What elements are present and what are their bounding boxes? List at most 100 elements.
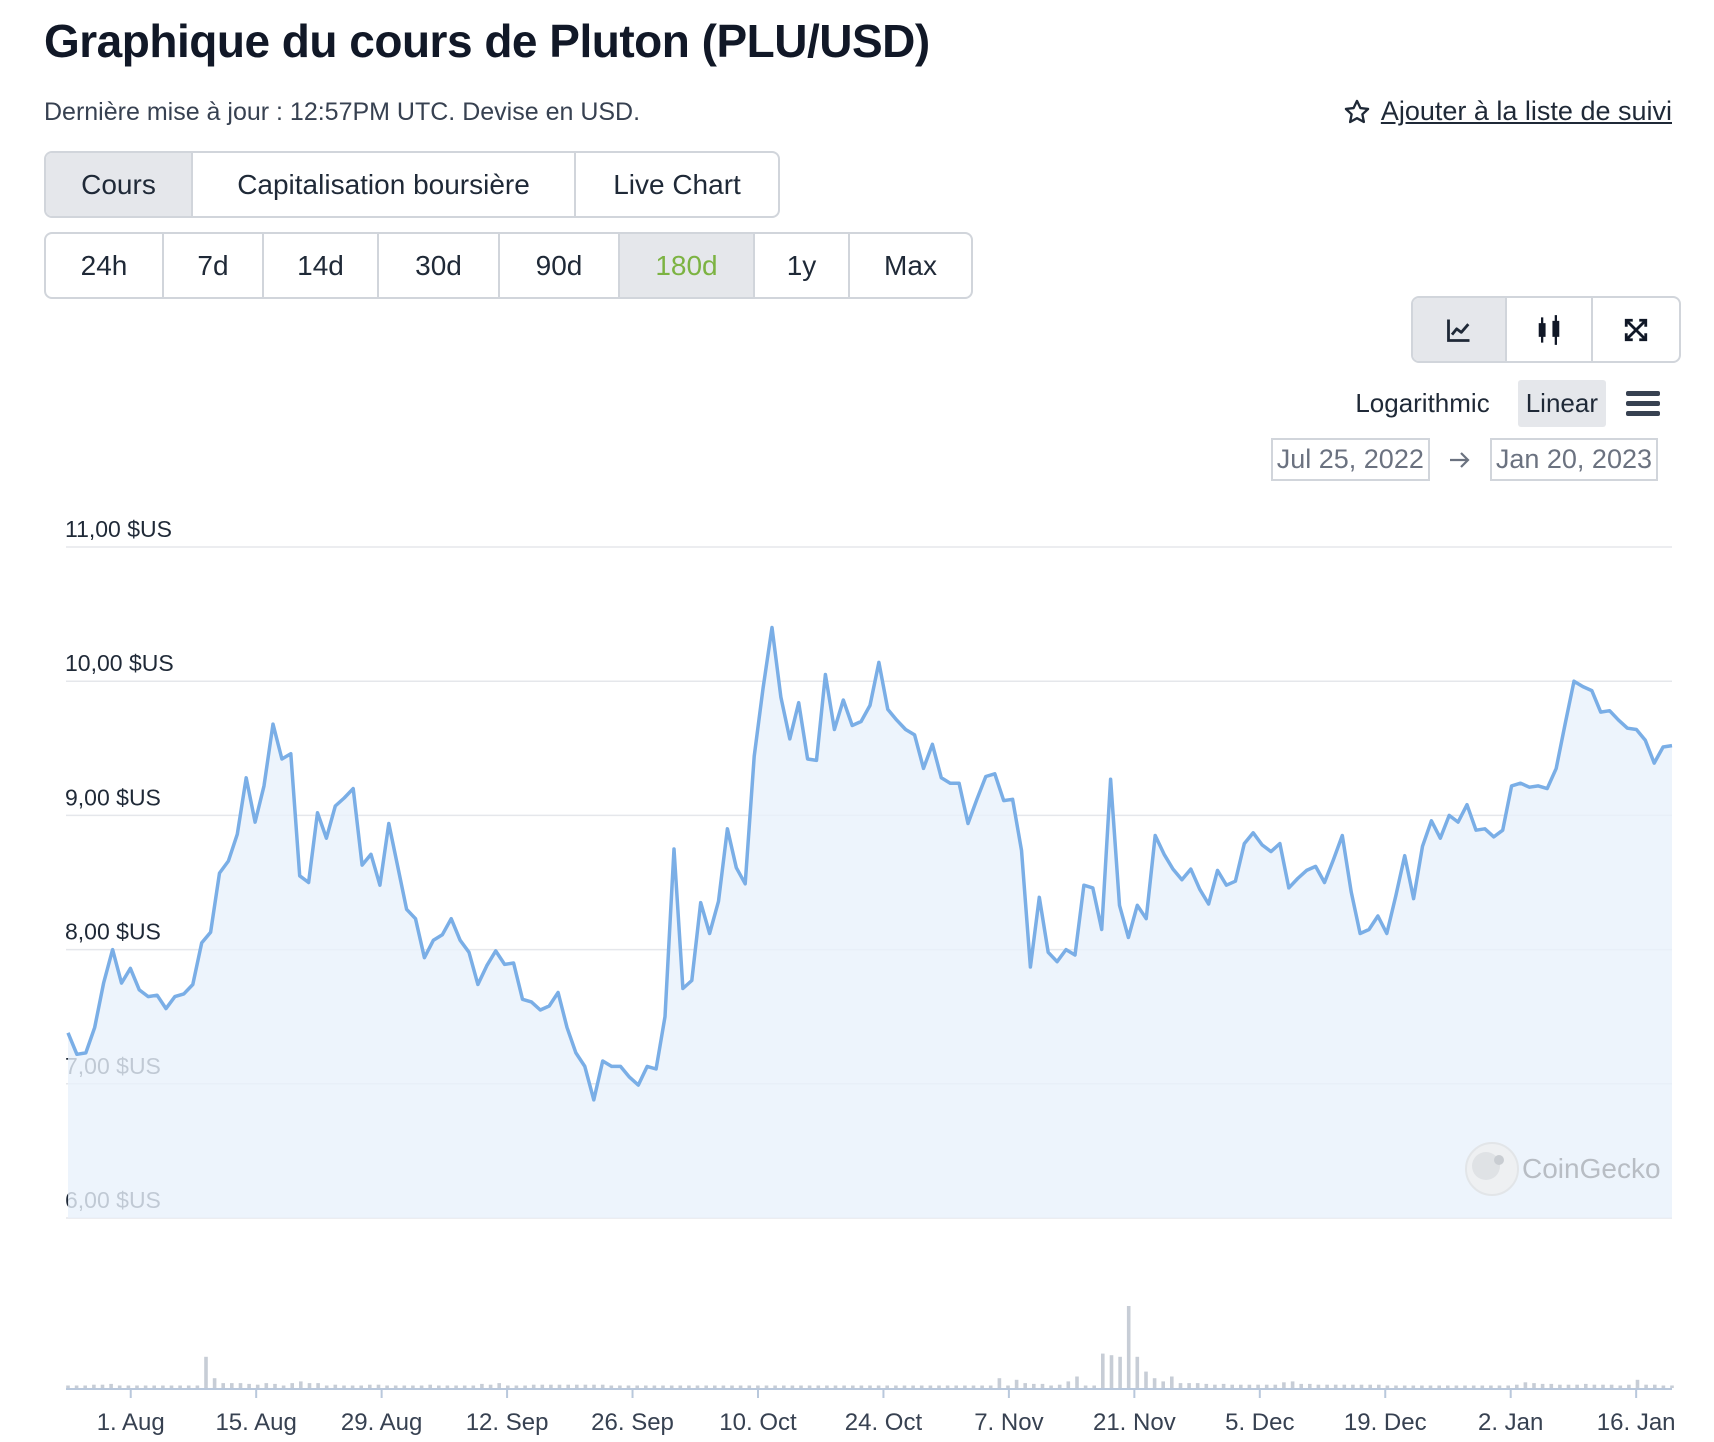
volume-bar <box>497 1383 501 1388</box>
volume-bar <box>1575 1384 1579 1388</box>
watchlist-label[interactable]: Ajouter à la liste de suivi <box>1380 96 1672 126</box>
volume-bar <box>644 1385 648 1388</box>
volume-bar <box>402 1385 407 1388</box>
volume-bar <box>1437 1385 1441 1388</box>
range-180d-button[interactable]: 180d <box>620 234 755 297</box>
volume-bar <box>462 1385 467 1388</box>
volume-bar <box>100 1384 105 1388</box>
volume-bar <box>1290 1381 1295 1388</box>
range-14d-button[interactable]: 14d <box>264 234 379 297</box>
volume-bar <box>445 1385 450 1388</box>
tab-cours[interactable]: Cours <box>46 153 193 216</box>
volume-bar <box>566 1384 570 1388</box>
volume-bar <box>1247 1384 1252 1388</box>
volume-bar <box>186 1385 191 1388</box>
volume-bar <box>195 1385 200 1388</box>
volume-bar <box>1342 1384 1347 1388</box>
volume-bar <box>506 1385 510 1388</box>
linear-option[interactable]: Linear <box>1517 380 1606 427</box>
volume-bar <box>480 1383 484 1388</box>
tab-market-cap[interactable]: Capitalisation boursière <box>193 153 576 216</box>
volume-bar <box>1566 1384 1571 1388</box>
volume-bar <box>1204 1383 1209 1388</box>
date-range: Jul 25, 2022 Jan 20, 2023 <box>1270 438 1658 481</box>
volume-bar <box>678 1385 683 1388</box>
volume-bar <box>851 1385 855 1388</box>
volume-bar <box>1411 1385 1416 1388</box>
date-from-input[interactable]: Jul 25, 2022 <box>1270 438 1430 481</box>
volume-bar <box>1109 1355 1114 1388</box>
volume-bar <box>557 1384 562 1388</box>
volume-bar <box>1454 1385 1459 1388</box>
volume-bar <box>1325 1384 1329 1388</box>
volume-bar <box>1402 1385 1407 1388</box>
hamburger-menu-icon[interactable] <box>1626 391 1660 416</box>
volume-bar <box>1057 1384 1062 1388</box>
volume-bar <box>928 1385 933 1388</box>
volume-bar <box>1420 1385 1424 1388</box>
page-title: Graphique du cours de Pluton (PLU/USD) <box>44 15 930 67</box>
volume-bar <box>730 1385 734 1388</box>
volume-bar <box>963 1385 967 1388</box>
volume-bar <box>92 1384 96 1388</box>
volume-bar <box>894 1385 898 1388</box>
volume-bar <box>1187 1383 1191 1388</box>
volume-bar <box>1308 1383 1312 1388</box>
volume-bar <box>747 1385 752 1388</box>
volume-bar <box>1635 1379 1640 1388</box>
volume-bar <box>1609 1384 1614 1388</box>
volume-bar <box>471 1385 476 1388</box>
volume-bar <box>1661 1385 1666 1388</box>
range-1y-button[interactable]: 1y <box>755 234 850 297</box>
volume-bar <box>393 1385 398 1388</box>
volume-bar <box>385 1385 389 1388</box>
range-max-button[interactable]: Max <box>884 249 937 281</box>
volume-bar <box>592 1384 596 1388</box>
volume-bar <box>1316 1384 1321 1388</box>
line-chart-icon <box>1447 319 1470 342</box>
candlestick-button[interactable] <box>1507 298 1593 361</box>
volume-bar <box>428 1384 432 1388</box>
volume-bar <box>669 1385 674 1388</box>
volume-bar <box>212 1378 217 1388</box>
line-chart-button[interactable] <box>1413 298 1507 361</box>
volume-bar <box>807 1385 812 1388</box>
volume-bar <box>419 1385 424 1388</box>
date-to-input[interactable]: Jan 20, 2023 <box>1489 438 1658 481</box>
range-7d-button[interactable]: 7d <box>164 234 264 297</box>
logarithmic-option[interactable]: Logarithmic <box>1355 388 1490 418</box>
tab-live-chart[interactable]: Live Chart <box>613 168 741 200</box>
range-24h-button[interactable]: 24h <box>46 234 164 297</box>
volume-bar <box>1618 1385 1623 1388</box>
volume-bar <box>281 1385 286 1388</box>
volume-bar <box>626 1385 631 1388</box>
volume-bar <box>1351 1384 1355 1388</box>
volume-bar <box>333 1384 338 1388</box>
volume-bar <box>1670 1385 1674 1388</box>
coingecko-watermark: CoinGecko <box>1465 1142 1661 1196</box>
volume-bar <box>1144 1371 1148 1388</box>
volume-bar <box>833 1385 838 1388</box>
add-to-watchlist-link[interactable]: Ajouter à la liste de suivi <box>1343 96 1672 127</box>
volume-bar <box>1083 1385 1088 1388</box>
range-30d-button[interactable]: 30d <box>379 234 500 297</box>
volume-bar <box>514 1385 519 1388</box>
y-tick-label: 8,00 $US <box>65 919 161 945</box>
volume-bar <box>342 1385 346 1388</box>
x-tick-label: 16. Jan <box>1597 1409 1676 1436</box>
volume-bar <box>1644 1384 1648 1388</box>
last-updated-text: Dernière mise à jour : 12:57PM UTC. Devi… <box>44 98 641 126</box>
x-tick-label: 26. Sep <box>591 1409 674 1436</box>
x-tick-label: 21. Nov <box>1093 1409 1176 1436</box>
volume-bar <box>273 1383 277 1388</box>
x-tick-label: 7. Nov <box>974 1409 1043 1436</box>
volume-bar <box>316 1383 320 1388</box>
price-area <box>68 627 1672 1218</box>
range-90d-button[interactable]: 90d <box>500 234 620 297</box>
volume-bar <box>1135 1356 1140 1388</box>
volume-bar <box>359 1385 363 1388</box>
volume-bar <box>695 1385 700 1388</box>
volume-bar <box>135 1385 139 1388</box>
fullscreen-button[interactable] <box>1593 298 1679 361</box>
volume-bar <box>178 1385 182 1388</box>
